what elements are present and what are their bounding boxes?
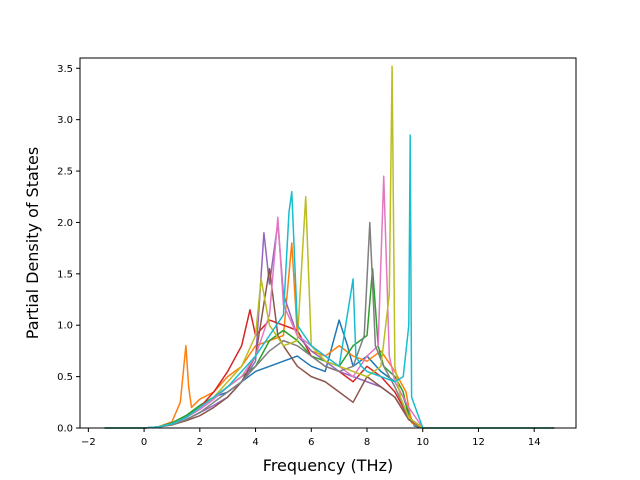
y-tick-label: 3.0 <box>57 115 73 126</box>
x-tick-label: 14 <box>528 437 541 448</box>
x-tick-label: 4 <box>252 437 258 448</box>
x-tick-label: 10 <box>416 437 429 448</box>
y-tick-label: 1.5 <box>57 269 73 280</box>
x-axis: −2 0 2 4 6 8 10 12 14 <box>81 428 541 448</box>
y-tick-label: 2.0 <box>57 218 73 229</box>
y-tick-label: 0.5 <box>57 372 73 383</box>
plot-frame <box>79 57 577 429</box>
y-tick-label: 1.0 <box>57 321 73 332</box>
series-line-10 <box>104 134 555 429</box>
series-layer <box>104 65 555 429</box>
x-tick-label: 12 <box>472 437 485 448</box>
x-tick-label: 8 <box>364 437 370 448</box>
x-tick-label: 0 <box>141 437 147 448</box>
y-tick-label: 3.5 <box>57 64 73 75</box>
y-tick-label: 2.5 <box>57 167 73 178</box>
x-tick-label: 6 <box>308 437 314 448</box>
x-axis-label: Frequency (THz) <box>263 456 393 475</box>
series-line-8 <box>104 221 555 429</box>
series-line-2 <box>104 242 555 429</box>
x-tick-label: 2 <box>197 437 203 448</box>
y-tick-label: 0.0 <box>57 424 73 435</box>
y-axis-label: Partial Density of States <box>23 147 42 339</box>
y-axis: 0.0 0.5 1.0 1.5 2.0 2.5 3.0 3.5 <box>57 64 80 435</box>
x-tick-label: −2 <box>81 437 96 448</box>
